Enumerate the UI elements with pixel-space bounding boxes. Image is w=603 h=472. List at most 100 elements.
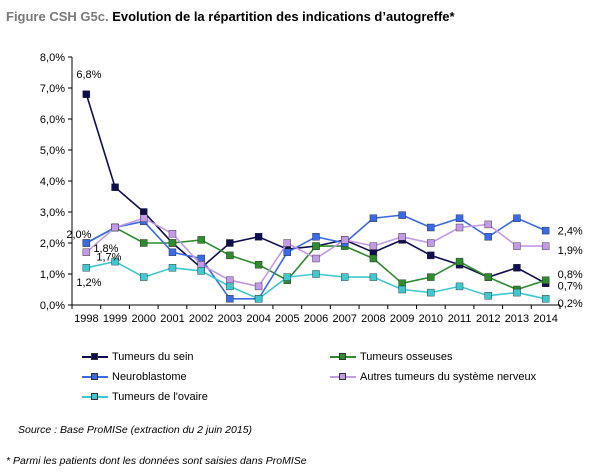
data-point (513, 264, 521, 272)
data-point (455, 282, 464, 291)
data-label: 2,0% (66, 229, 91, 241)
data-point (541, 242, 550, 250)
legend-item: Tumeurs osseuses (330, 351, 453, 363)
legend-swatch (82, 352, 108, 362)
data-point (484, 220, 492, 229)
legend-label: Tumeurs du sein (112, 351, 194, 363)
data-point (254, 261, 263, 269)
x-tick-label: 2010 (419, 313, 443, 325)
data-point (312, 242, 320, 250)
data-point (197, 267, 205, 275)
data-point (168, 229, 177, 238)
x-tick-label: 2000 (132, 313, 156, 325)
data-point (398, 279, 406, 287)
data-point (455, 223, 464, 232)
data-point (197, 236, 205, 244)
source-text: Source : Base ProMISe (extraction du 2 j… (18, 424, 253, 436)
data-point (427, 239, 435, 247)
x-tick-label: 2012 (476, 313, 500, 325)
data-point (312, 270, 320, 278)
y-tick-label: 8,0% (40, 52, 65, 64)
data-point (427, 273, 435, 281)
x-tick-label: 2001 (160, 313, 184, 325)
data-point (168, 264, 177, 272)
data-point (369, 242, 378, 250)
data-point (168, 248, 177, 257)
footnote: * Parmi les patients dont les données so… (6, 455, 307, 467)
y-tick-label: 2,0% (40, 238, 65, 250)
data-point (283, 273, 291, 281)
legend-swatch (330, 372, 356, 382)
x-tick-label: 2003 (218, 313, 242, 325)
data-point (513, 288, 521, 297)
data-point (140, 208, 148, 216)
data-label: 1,7% (96, 251, 121, 263)
y-tick-label: 5,0% (40, 145, 65, 157)
data-label: 0,7% (558, 280, 583, 292)
data-point (484, 292, 492, 300)
data-point (226, 276, 234, 284)
data-point (111, 183, 119, 191)
data-point (254, 233, 263, 241)
data-label: 0,8% (558, 269, 583, 281)
data-point (82, 248, 91, 257)
data-point (82, 239, 91, 247)
figure-title: Evolution de la répartition des indicati… (112, 9, 455, 24)
data-label: 1,8% (93, 243, 118, 255)
data-point (168, 239, 177, 247)
data-point (111, 223, 119, 232)
data-point (541, 226, 550, 235)
x-tick-label: 2013 (505, 313, 529, 325)
data-point (254, 282, 263, 291)
legend-label: Autres tumeurs du système nerveux (360, 371, 537, 383)
data-point (312, 233, 320, 241)
data-label: 6,8% (76, 69, 101, 81)
x-tick-label: 1998 (74, 313, 98, 325)
x-tick-label: 2004 (246, 313, 270, 325)
x-tick-label: 2006 (304, 313, 328, 325)
data-point (82, 264, 91, 272)
legend-label: Tumeurs de l'ovaire (112, 391, 208, 403)
data-point (427, 223, 435, 232)
legend-swatch (82, 392, 108, 402)
data-point (455, 214, 464, 222)
legend-label: Tumeurs osseuses (360, 351, 453, 363)
data-point (369, 273, 378, 281)
data-point (111, 257, 119, 266)
data-point (513, 242, 521, 250)
y-tick-label: 7,0% (40, 83, 65, 95)
x-tick-label: 2005 (275, 313, 299, 325)
data-point (283, 248, 291, 257)
y-tick-label: 3,0% (40, 207, 65, 219)
data-point (140, 239, 148, 247)
data-point (341, 236, 349, 244)
data-point (341, 273, 349, 281)
data-point (369, 214, 378, 222)
data-point (369, 254, 378, 263)
data-label: 2,4% (558, 226, 583, 238)
legend-swatch (330, 352, 356, 362)
data-point (513, 214, 521, 222)
x-tick-label: 2008 (361, 313, 385, 325)
data-point (226, 239, 234, 247)
data-point (484, 273, 492, 281)
data-point (226, 251, 234, 260)
data-point (427, 251, 435, 260)
data-point (369, 248, 378, 257)
y-tick-label: 1,0% (40, 269, 65, 281)
data-point (197, 261, 205, 269)
data-point (541, 276, 550, 284)
figure-number: Figure CSH G5c. (6, 9, 109, 24)
data-point (455, 257, 464, 266)
chart-title: Figure CSH G5c. Evolution de la répartit… (6, 9, 455, 24)
x-tick-label: 2009 (390, 313, 414, 325)
y-tick-label: 0,0% (40, 300, 65, 312)
legend-label: Neuroblastome (112, 371, 187, 383)
data-label: 1,2% (76, 277, 101, 289)
data-point (226, 295, 234, 303)
data-point (398, 285, 406, 294)
data-point (140, 214, 148, 222)
data-point (312, 254, 320, 263)
line-chart: 0,0%1,0%2,0%3,0%4,0%5,0%6,0%7,0%8,0%1998… (40, 52, 583, 325)
legend-swatch (82, 372, 108, 382)
